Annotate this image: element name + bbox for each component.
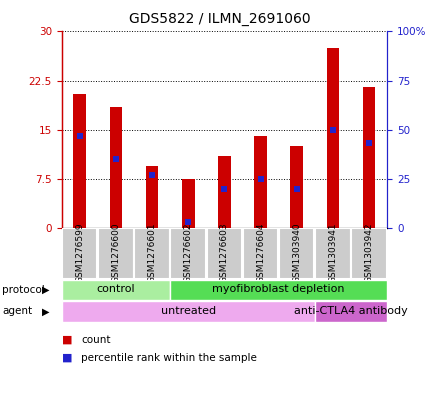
Bar <box>290 146 303 228</box>
Bar <box>62 280 170 300</box>
Bar <box>279 228 315 279</box>
Bar <box>170 280 387 300</box>
Bar <box>254 136 267 228</box>
Bar <box>110 107 122 228</box>
Text: agent: agent <box>2 307 32 316</box>
Bar <box>352 228 387 279</box>
Text: GDS5822 / ILMN_2691060: GDS5822 / ILMN_2691060 <box>129 12 311 26</box>
Bar <box>243 228 279 279</box>
Bar <box>62 228 97 279</box>
Text: GSM1303940: GSM1303940 <box>292 222 301 283</box>
Text: ▶: ▶ <box>42 285 50 295</box>
Text: control: control <box>96 285 135 294</box>
Text: percentile rank within the sample: percentile rank within the sample <box>81 353 257 363</box>
Text: anti-CTLA4 antibody: anti-CTLA4 antibody <box>294 306 408 316</box>
Text: ■: ■ <box>62 335 72 345</box>
Text: GSM1303942: GSM1303942 <box>365 222 374 283</box>
Text: GSM1276604: GSM1276604 <box>256 222 265 283</box>
Bar <box>182 179 194 228</box>
Bar <box>98 228 134 279</box>
Bar <box>218 156 231 228</box>
Text: GSM1276599: GSM1276599 <box>75 222 84 283</box>
Bar <box>73 94 86 228</box>
Text: GSM1303941: GSM1303941 <box>328 222 337 283</box>
Bar <box>207 228 242 279</box>
Text: ■: ■ <box>62 353 72 363</box>
Text: GSM1276600: GSM1276600 <box>111 222 121 283</box>
Bar <box>170 228 206 279</box>
Text: ▶: ▶ <box>42 307 50 316</box>
Text: count: count <box>81 335 111 345</box>
Bar <box>363 87 375 228</box>
Bar <box>146 166 158 228</box>
Text: myofibroblast depletion: myofibroblast depletion <box>213 285 345 294</box>
Bar <box>315 301 387 321</box>
Text: protocol: protocol <box>2 285 45 295</box>
Bar <box>62 301 315 321</box>
Text: untreated: untreated <box>161 306 216 316</box>
Text: GSM1276603: GSM1276603 <box>220 222 229 283</box>
Bar <box>326 48 339 228</box>
Bar <box>315 228 351 279</box>
Text: GSM1276601: GSM1276601 <box>147 222 157 283</box>
Bar <box>134 228 170 279</box>
Text: GSM1276602: GSM1276602 <box>184 222 193 283</box>
